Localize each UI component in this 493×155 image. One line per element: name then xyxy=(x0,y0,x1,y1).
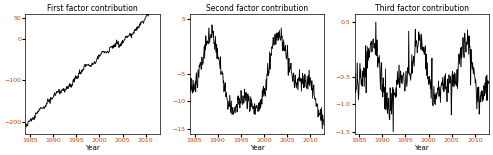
Title: Third factor contribution: Third factor contribution xyxy=(375,4,469,13)
X-axis label: Year: Year xyxy=(250,145,264,151)
Title: First factor contribution: First factor contribution xyxy=(47,4,138,13)
X-axis label: Year: Year xyxy=(85,145,100,151)
Title: Second factor contribution: Second factor contribution xyxy=(206,4,308,13)
X-axis label: Year: Year xyxy=(414,145,429,151)
